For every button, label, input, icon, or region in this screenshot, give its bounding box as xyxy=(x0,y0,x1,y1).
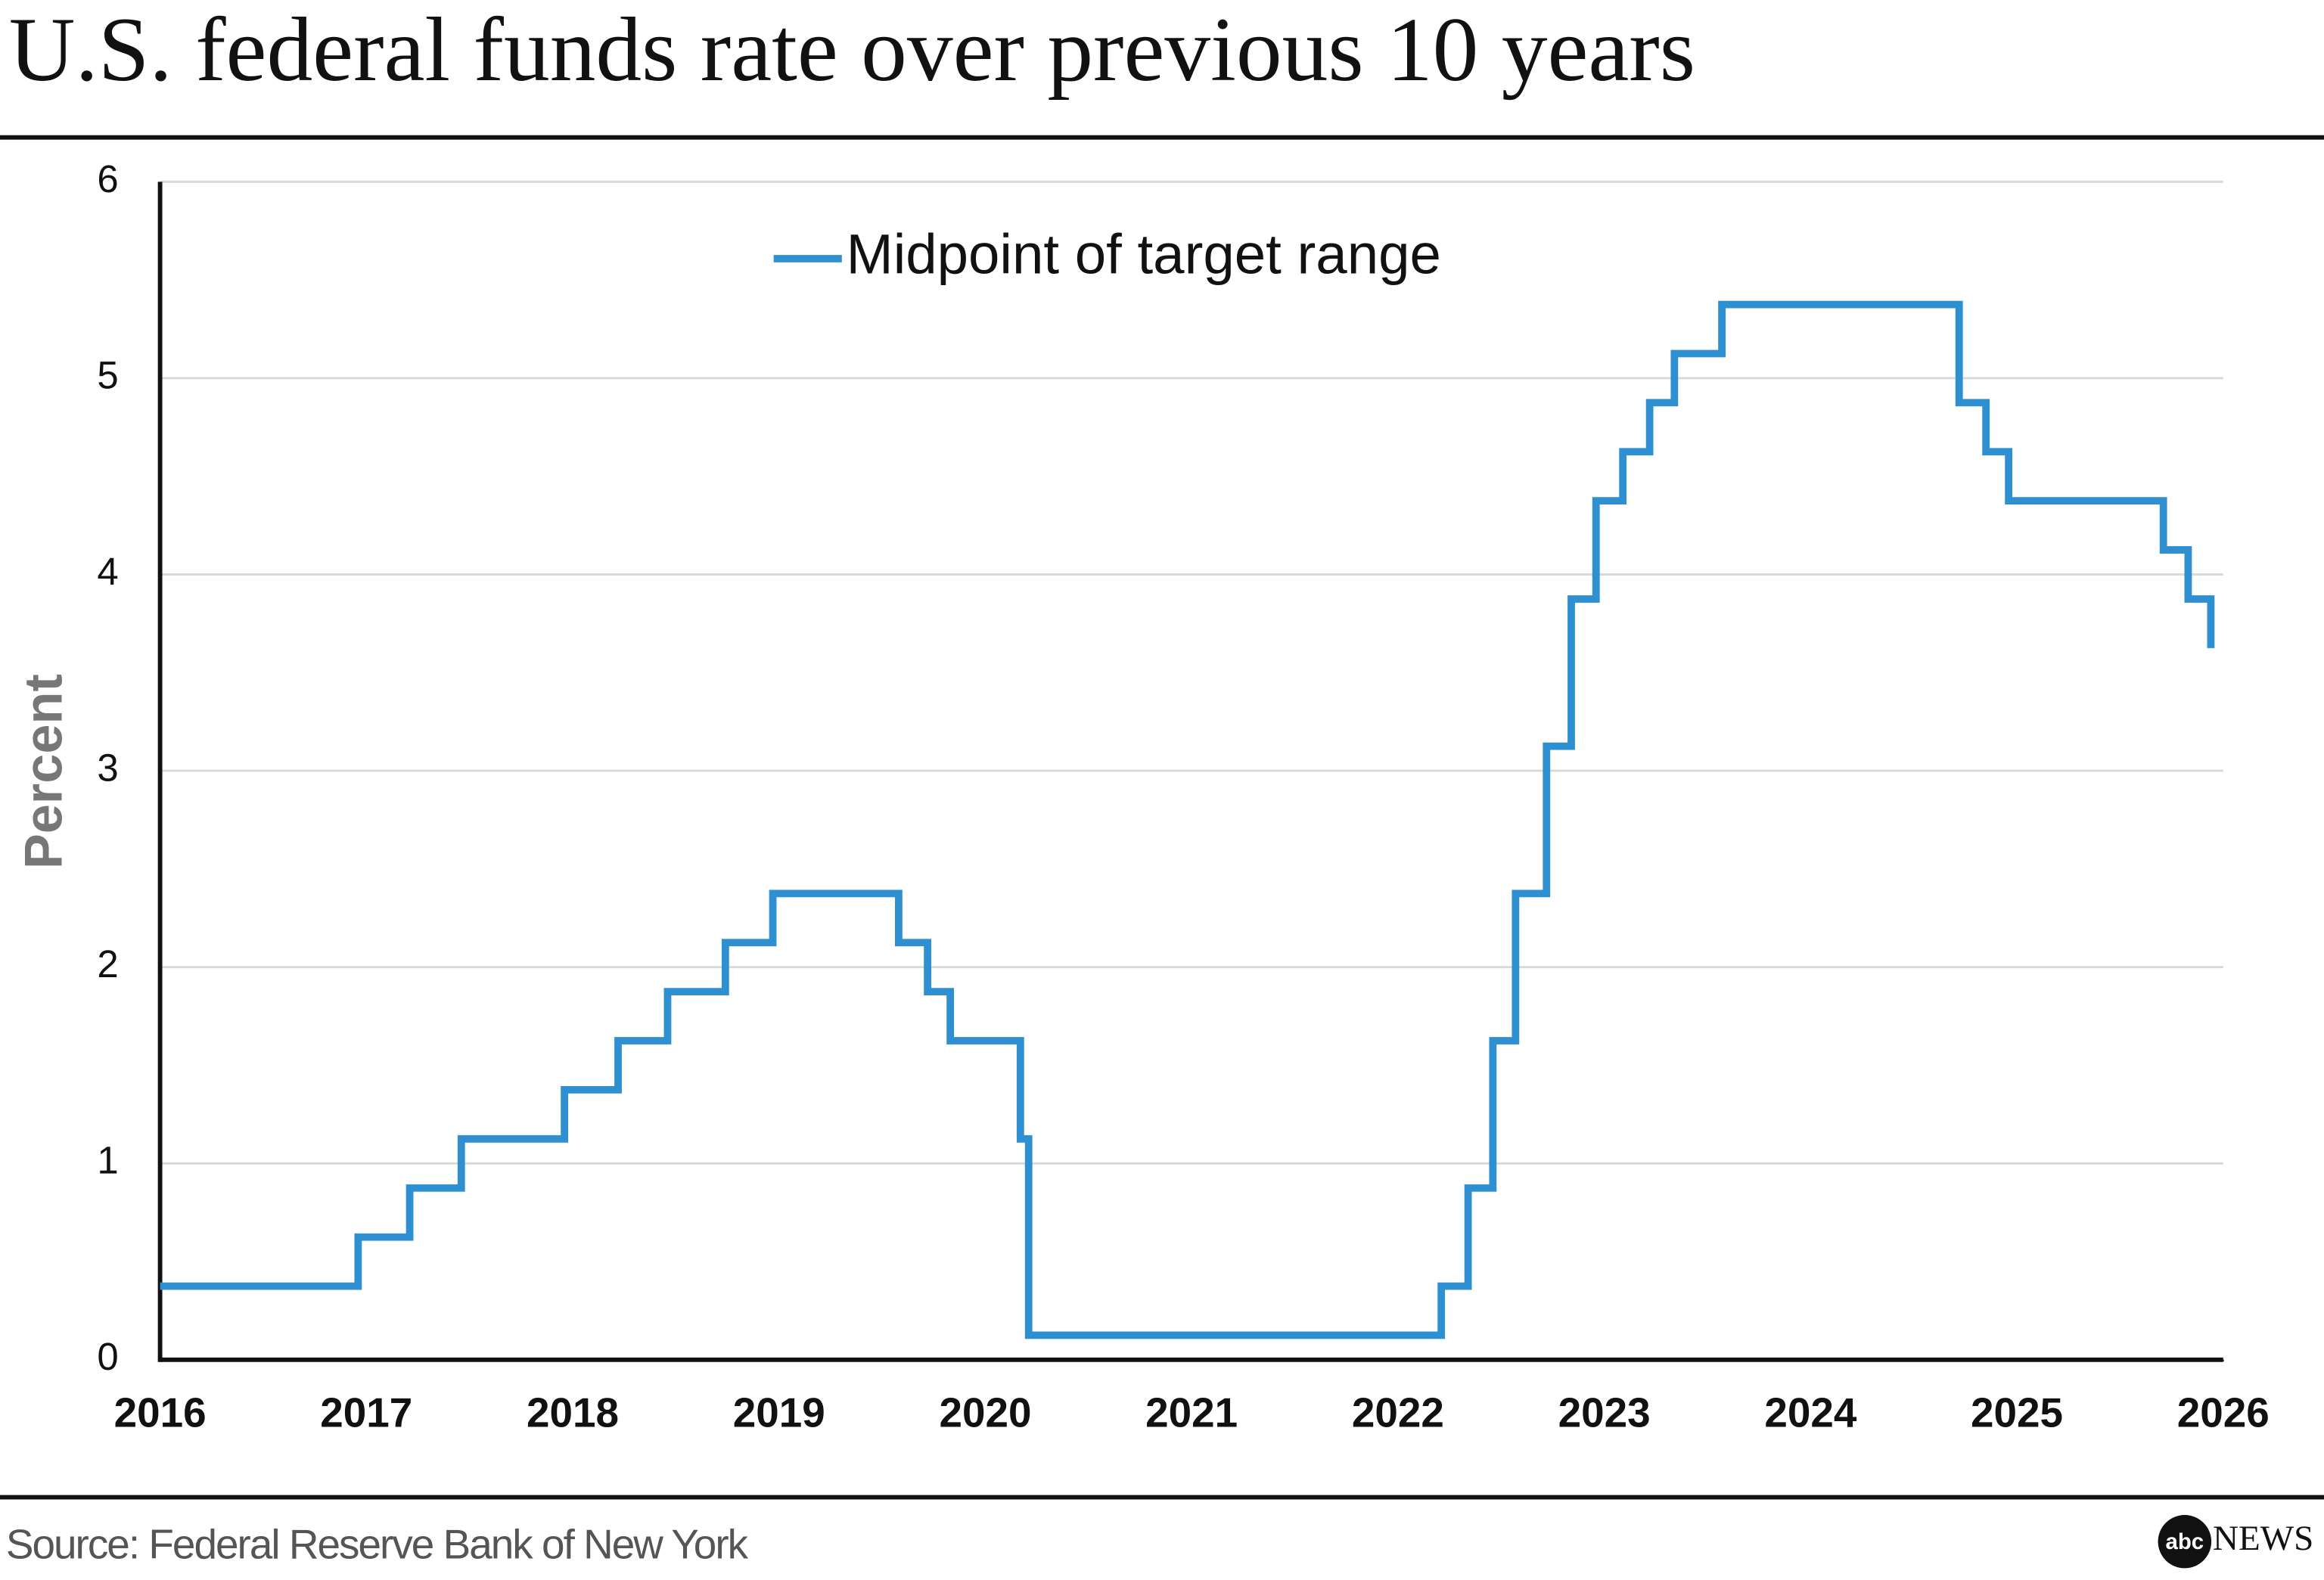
y-tick-label: 4 xyxy=(97,550,118,593)
y-axis-label: Percent xyxy=(13,674,73,869)
y-tick-label: 1 xyxy=(97,1139,118,1182)
chart-title: U.S. federal funds rate over previous 10… xyxy=(9,0,1695,101)
x-tick-label: 2025 xyxy=(1971,1389,2063,1436)
x-tick-label: 2021 xyxy=(1145,1389,1238,1436)
y-tick-label: 6 xyxy=(97,157,118,200)
x-tick-label: 2024 xyxy=(1764,1389,1857,1436)
x-tick-label: 2017 xyxy=(320,1389,412,1436)
x-tick-label: 2020 xyxy=(939,1389,1031,1436)
legend-label: Midpoint of target range xyxy=(847,223,1441,286)
y-tick-label: 5 xyxy=(97,353,118,396)
line-series xyxy=(160,300,2215,1339)
y-tick-label: 0 xyxy=(97,1335,118,1378)
x-tick-label: 2018 xyxy=(527,1389,619,1436)
logo-circle xyxy=(2158,1515,2212,1569)
y-tick-label: 2 xyxy=(97,942,118,986)
source: Source: Federal Reserve Bank of New York xyxy=(6,1521,749,1568)
logo-word: NEWS xyxy=(2213,1519,2313,1558)
y-tick-label: 3 xyxy=(97,747,118,790)
x-tick-label: 2019 xyxy=(733,1389,825,1436)
x-tick-label: 2016 xyxy=(114,1389,207,1436)
x-tick-label: 2023 xyxy=(1558,1389,1651,1436)
x-tick-label: 2026 xyxy=(2177,1389,2270,1436)
x-tick-label: 2022 xyxy=(1352,1389,1444,1436)
logo-mark: abc xyxy=(2166,1529,2204,1554)
